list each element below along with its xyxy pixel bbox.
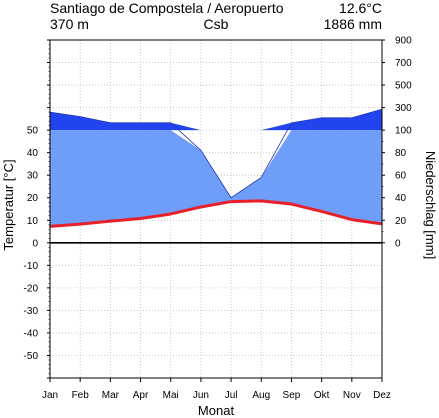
precipitation-line: [49, 108, 383, 199]
left-tick-label: -10: [24, 261, 39, 272]
temperature-line: [49, 199, 383, 228]
left-tick-label: 50: [27, 126, 39, 137]
right-tick-label: 700: [395, 58, 412, 69]
left-tick-label: 40: [27, 148, 39, 159]
mean-temperature: 12.6°C: [339, 0, 382, 16]
perhumid-area: [50, 109, 382, 131]
month-label-Sep: Sep: [283, 390, 301, 401]
month-label-Jul: Jul: [225, 390, 238, 401]
left-axis-ticks: -50 -40 -30 -20 -10 0 10 20 30 40 50: [24, 39, 50, 379]
left-tick-label: -30: [24, 306, 39, 317]
y-axis-label-right: Niederschlag [mm]: [423, 151, 438, 259]
humid-area: [50, 130, 382, 227]
left-tick-label: 0: [32, 238, 38, 249]
month-label-Aug: Aug: [252, 390, 270, 401]
month-label-Jan: Jan: [42, 390, 58, 401]
left-tick-label: 10: [27, 216, 39, 227]
left-tick-label: -50: [24, 351, 39, 362]
month-label-Feb: Feb: [72, 390, 90, 401]
month-label-Mai: Mai: [163, 390, 179, 401]
y-axis-label-left: Temperatur [°C]: [1, 159, 16, 250]
right-tick-label: 20: [395, 216, 407, 227]
right-tick-label: 500: [395, 81, 412, 92]
left-tick-label: 30: [27, 171, 39, 182]
month-ticks: Jan Feb Mar Apr Mai Jun Jul Aug Sep Okt Nov Dez: [42, 378, 391, 401]
temperature-series-line: [49, 199, 383, 228]
left-tick-label: -40: [24, 328, 39, 339]
right-tick-label: 80: [395, 148, 407, 159]
precipitation-series-line: [49, 108, 383, 199]
month-label-Nov: Nov: [343, 390, 361, 401]
right-axis-ticks: 0 20 40 60 80 100 300 500 700 900: [382, 36, 412, 249]
left-tick-label: 20: [27, 193, 39, 204]
annual-precipitation: 1886 mm: [324, 16, 382, 32]
month-label-Dez: Dez: [373, 390, 391, 401]
month-label-Okt: Okt: [314, 390, 330, 401]
right-tick-label: 60: [395, 171, 407, 182]
right-tick-label: 100: [395, 126, 412, 137]
perhumid-fill: [50, 109, 382, 131]
station-title: Santiago de Compostela / Aeropuerto: [50, 0, 284, 16]
x-axis-label: Monat: [198, 403, 235, 418]
month-label-Apr: Apr: [133, 390, 149, 401]
right-tick-label: 0: [395, 238, 401, 249]
left-tick-label: -20: [24, 283, 39, 294]
humid-fill: [50, 130, 382, 227]
month-label-Mar: Mar: [102, 390, 120, 401]
climate-classification: Csb: [204, 16, 229, 32]
right-tick-label: 40: [395, 193, 407, 204]
elevation: 370 m: [50, 16, 89, 32]
right-tick-label: 900: [395, 36, 412, 47]
right-tick-label: 300: [395, 103, 412, 114]
month-label-Jun: Jun: [193, 390, 209, 401]
